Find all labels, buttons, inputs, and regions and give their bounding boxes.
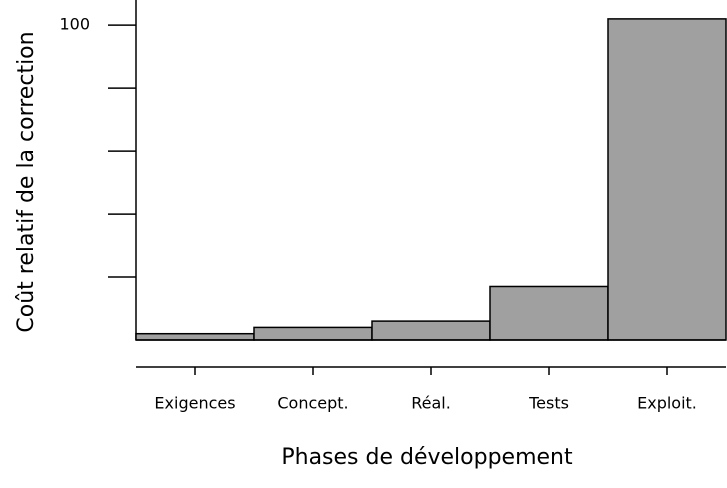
bar [489, 285, 609, 341]
x-tick-label: Concept. [277, 394, 348, 413]
x-tick-label: Tests [528, 394, 569, 413]
bar [371, 320, 491, 341]
y-tick-label: 100 [59, 15, 90, 34]
y-axis-title: Coût relatif de la correction [14, 31, 39, 332]
x-tick-label: Exploit. [637, 394, 697, 413]
x-tick-label: Exigences [154, 394, 235, 413]
bar [135, 332, 255, 341]
bar [607, 18, 727, 341]
x-tick-label: Réal. [411, 394, 451, 413]
x-axis-title: Phases de développement [281, 445, 573, 470]
bar [253, 326, 373, 341]
